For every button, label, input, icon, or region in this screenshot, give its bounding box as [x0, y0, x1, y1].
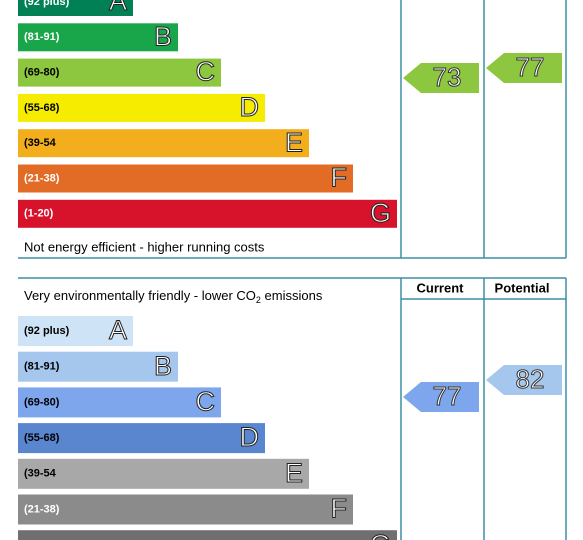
- band-letter: C: [196, 57, 216, 87]
- band-letter: G: [370, 198, 391, 228]
- band-range: (69-80): [24, 396, 60, 408]
- band-letter: F: [331, 163, 348, 193]
- band-letter: E: [285, 127, 303, 157]
- band-letter: D: [240, 92, 260, 122]
- rating-band: [18, 387, 221, 418]
- rating-band: [18, 530, 397, 540]
- header-potential: Potential: [495, 280, 550, 295]
- rating-band: [18, 458, 309, 489]
- potential-rating-value: 77: [516, 52, 545, 82]
- intro-text-part: emissions: [261, 288, 323, 303]
- band-range: (92 plus): [24, 0, 70, 8]
- rating-band: [18, 423, 265, 454]
- current-rating-value: 77: [433, 381, 462, 411]
- band-letter: C: [196, 387, 216, 417]
- band-range: (21-38): [24, 172, 60, 184]
- rating-band: [18, 351, 178, 382]
- rating-band: [18, 58, 221, 87]
- band-range: (21-38): [24, 503, 60, 515]
- intro-text-part: Very environmentally friendly - lower CO: [24, 288, 256, 303]
- band-range: (1-20): [24, 208, 54, 220]
- rating-band: [18, 199, 397, 228]
- band-range: (81-91): [24, 31, 60, 43]
- band-letter: B: [154, 351, 172, 381]
- rating-band: [18, 164, 353, 193]
- band-letter: F: [331, 494, 348, 524]
- rating-band: [18, 93, 265, 122]
- potential-rating: [486, 365, 562, 395]
- band-range: (39-54: [24, 137, 57, 149]
- rating-band: [18, 0, 133, 16]
- band-letter: A: [109, 0, 127, 16]
- intro-text: Very environmentally friendly - lower CO…: [24, 288, 323, 305]
- band-letter: A: [109, 315, 127, 345]
- band-letter: E: [285, 458, 303, 488]
- potential-rating-value: 82: [516, 364, 545, 394]
- band-letter: B: [154, 21, 172, 51]
- current-rating: [403, 63, 479, 93]
- footer-text: Not energy efficient - higher running co…: [24, 239, 265, 254]
- intro-subscript: 2: [256, 295, 261, 305]
- potential-rating: [486, 53, 562, 83]
- band-letter: G: [370, 529, 391, 540]
- band-range: (81-91): [24, 361, 60, 373]
- band-range: (55-68): [24, 102, 60, 114]
- band-range: (92 plus): [24, 325, 70, 337]
- current-rating: [403, 382, 479, 412]
- rating-band: [18, 23, 178, 52]
- band-range: (55-68): [24, 432, 60, 444]
- current-rating-value: 73: [433, 62, 462, 92]
- header-current: Current: [417, 280, 465, 295]
- band-letter: D: [240, 422, 260, 452]
- band-range: (39-54: [24, 468, 57, 480]
- rating-band: [18, 494, 353, 525]
- rating-band: [18, 129, 309, 158]
- band-range: (69-80): [24, 67, 60, 79]
- rating-band: [18, 316, 133, 346]
